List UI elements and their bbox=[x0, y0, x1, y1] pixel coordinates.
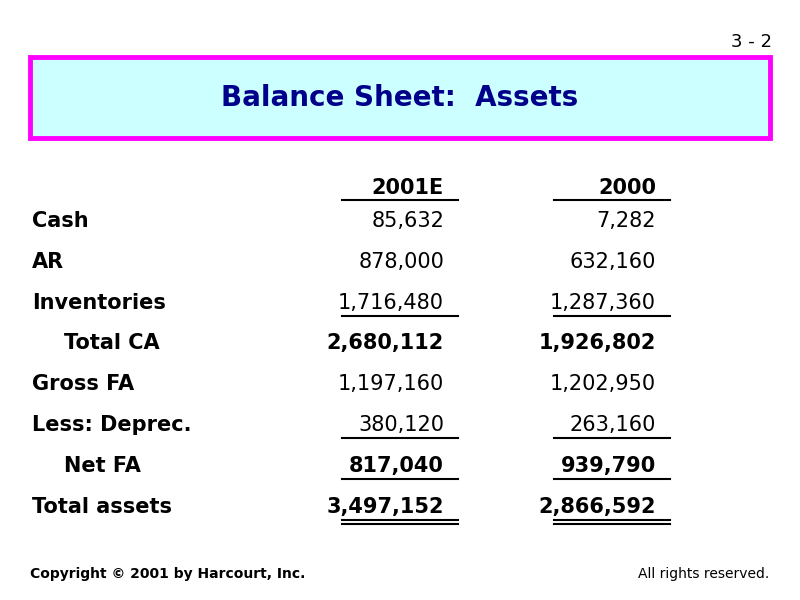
Text: Copyright © 2001 by Harcourt, Inc.: Copyright © 2001 by Harcourt, Inc. bbox=[30, 567, 306, 581]
Text: 2,680,112: 2,680,112 bbox=[326, 334, 444, 353]
Text: 817,040: 817,040 bbox=[349, 456, 444, 476]
Text: 1,202,950: 1,202,950 bbox=[550, 374, 656, 394]
Text: Total assets: Total assets bbox=[32, 497, 172, 517]
Text: 3 - 2: 3 - 2 bbox=[731, 33, 772, 51]
Text: 7,282: 7,282 bbox=[597, 211, 656, 231]
Text: All rights reserved.: All rights reserved. bbox=[638, 567, 770, 581]
Text: 1,287,360: 1,287,360 bbox=[550, 293, 656, 313]
Text: 632,160: 632,160 bbox=[570, 252, 656, 272]
Text: 3,497,152: 3,497,152 bbox=[326, 497, 444, 517]
Text: 2,866,592: 2,866,592 bbox=[538, 497, 656, 517]
Text: Total CA: Total CA bbox=[64, 334, 160, 353]
FancyBboxPatch shape bbox=[30, 57, 770, 138]
Text: 85,632: 85,632 bbox=[371, 211, 444, 231]
Text: 263,160: 263,160 bbox=[570, 415, 656, 435]
Text: 878,000: 878,000 bbox=[358, 252, 444, 272]
Text: 1,926,802: 1,926,802 bbox=[538, 334, 656, 353]
Text: 1,197,160: 1,197,160 bbox=[338, 374, 444, 394]
Text: Cash: Cash bbox=[32, 211, 89, 231]
Text: Balance Sheet:  Assets: Balance Sheet: Assets bbox=[222, 83, 578, 112]
Text: Inventories: Inventories bbox=[32, 293, 166, 313]
Text: 380,120: 380,120 bbox=[358, 415, 444, 435]
Text: 1,716,480: 1,716,480 bbox=[338, 293, 444, 313]
Text: Less: Deprec.: Less: Deprec. bbox=[32, 415, 191, 435]
Text: 2001E: 2001E bbox=[372, 178, 444, 198]
Text: 2000: 2000 bbox=[598, 178, 656, 198]
Text: Gross FA: Gross FA bbox=[32, 374, 134, 394]
Text: Net FA: Net FA bbox=[64, 456, 141, 476]
Text: AR: AR bbox=[32, 252, 64, 272]
Text: 939,790: 939,790 bbox=[561, 456, 656, 476]
